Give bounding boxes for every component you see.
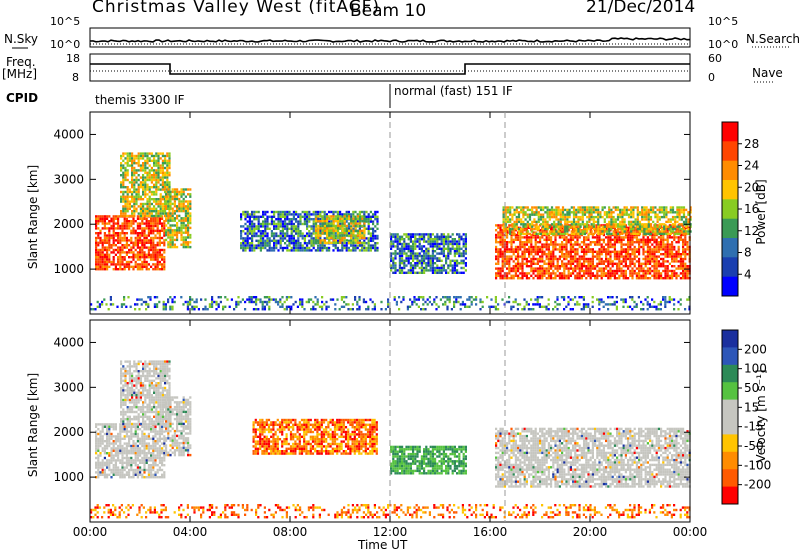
velocity-colorbar-tick-label: -100 <box>744 458 771 472</box>
power-colorbar-tick-label: 8 <box>744 246 752 260</box>
velocity-colorbar-frame <box>721 329 739 505</box>
velocity-colorbar-swatch <box>722 486 738 505</box>
x-tick-label: 08:00 <box>273 525 308 539</box>
y-axis-label-bottom: Slant Range [km] <box>26 372 40 478</box>
beam-title: Beam 10 <box>350 1 427 21</box>
velocity-colorbar-tick-label: 50 <box>744 381 759 395</box>
x-tick-label: 00:00 <box>673 525 708 539</box>
nsearch-label: N.Search <box>746 32 800 46</box>
x-tick-label: 16:00 <box>473 525 508 539</box>
power-colorbar-tick-label: 12 <box>744 224 759 238</box>
power-colorbar-tick-label: 4 <box>744 267 752 281</box>
nave-label: Nave <box>752 66 783 80</box>
velocity-panel-ytick-label: 2000 <box>53 425 84 439</box>
x-tick-label: 04:00 <box>173 525 208 539</box>
velocity-colorbar-swatch <box>722 330 738 348</box>
velocity-colorbar-swatch <box>722 347 738 366</box>
velocity-colorbar-swatch <box>722 434 738 453</box>
velocity-colorbar-tick-label: 15 <box>744 400 759 414</box>
velocity-colorbar-tick-label: -15 <box>744 420 764 434</box>
power-panel-ytick-label: 1000 <box>53 262 84 276</box>
noise-panel <box>89 27 691 48</box>
noise-right-tick-top: 10^5 <box>708 15 739 28</box>
power-panel-cells <box>90 152 692 311</box>
date-title: 21/Dec/2014 <box>586 0 696 17</box>
power-colorbar-swatch <box>722 257 738 278</box>
x-tick-label: 00:00 <box>73 525 108 539</box>
freq-panel <box>89 53 691 82</box>
noise-right-tick-bottom: 10^0 <box>708 38 739 51</box>
velocity-colorbar-label: Velocity [m s⁻¹] <box>754 369 768 463</box>
noise-left-tick-bottom: 10^0 <box>50 38 81 51</box>
power-colorbar-tick-label: 20 <box>744 180 759 194</box>
power-colorbar-tick-label: 28 <box>744 137 759 151</box>
velocity-colorbar-tick-label: -200 <box>744 478 771 492</box>
velocity-colorbar-tick-label: 100 <box>744 362 767 376</box>
power-panel-ytick-label: 3000 <box>53 172 84 186</box>
velocity-colorbar-tick-label: -50 <box>744 439 764 453</box>
power-colorbar-swatch <box>722 160 738 181</box>
freq-right-tick-top: 60 <box>708 52 722 65</box>
velocity-panel-ytick-label: 3000 <box>53 380 84 394</box>
power-colorbar-swatch <box>722 141 738 162</box>
velocity-colorbar-swatch <box>722 417 738 435</box>
velocity-colorbar-swatch <box>722 364 738 383</box>
power-colorbar-swatch <box>722 199 738 220</box>
cpid-label: CPID <box>6 91 39 105</box>
freq-label: Freq. <box>6 55 36 69</box>
power-colorbar-swatch <box>722 276 738 297</box>
freq-right-tick-bottom: 0 <box>708 71 715 84</box>
power-panel-ytick-label: 4000 <box>53 127 84 141</box>
power-panel-ytick-label: 2000 <box>53 217 84 231</box>
velocity-panel-ytick-label: 1000 <box>53 470 84 484</box>
freq-line <box>90 63 690 75</box>
cpid-segment-1: themis 3300 IF <box>95 93 185 107</box>
freq-left-tick-bottom: 8 <box>72 71 79 84</box>
velocity-panel-cells <box>90 360 691 519</box>
freq-unit-label: [MHz] <box>2 67 38 81</box>
power-colorbar-swatch <box>722 122 738 142</box>
y-axis-label-top: Slant Range [km] <box>26 164 40 270</box>
x-axis-label: Time UT <box>358 538 408 552</box>
x-tick-label: 12:00 <box>373 525 408 539</box>
velocity-panel-ytick-label: 4000 <box>53 335 84 349</box>
power-colorbar-swatch <box>722 180 738 200</box>
velocity-colorbar-swatch <box>722 399 738 418</box>
noise-left-tick-top: 10^5 <box>50 15 81 28</box>
station-title: Christmas Valley West (fitACF) <box>92 0 381 17</box>
cpid-segment-2: normal (fast) 151 IF <box>394 84 513 98</box>
power-colorbar-label: Power [dB] <box>754 179 768 245</box>
nsky-label: N.Sky <box>4 32 39 46</box>
velocity-colorbar-swatch <box>722 382 738 401</box>
noise-sky-line <box>89 37 691 43</box>
velocity-colorbar-swatch <box>722 469 738 488</box>
x-tick-label: 20:00 <box>573 525 608 539</box>
freq-left-tick-top: 18 <box>66 52 80 65</box>
power-colorbar-swatch <box>722 218 738 239</box>
velocity-colorbar-tick-label: 200 <box>744 342 767 356</box>
velocity-colorbar-swatch <box>722 451 738 470</box>
power-colorbar-tick-label: 16 <box>744 202 759 216</box>
power-colorbar-tick-label: 24 <box>744 159 759 173</box>
power-colorbar-swatch <box>722 238 738 258</box>
